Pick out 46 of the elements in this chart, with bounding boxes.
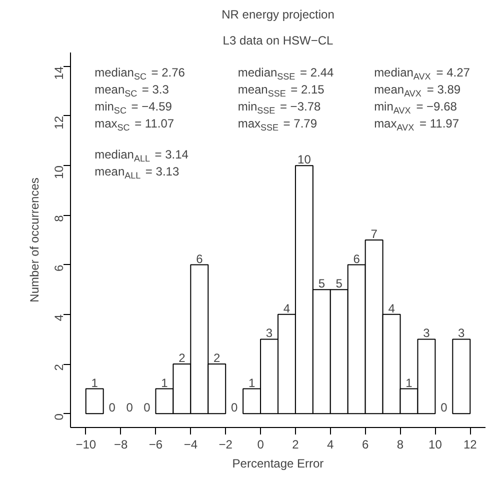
y-tick-label: 10	[52, 165, 66, 179]
data-label: 0	[144, 400, 151, 415]
data-label: 4	[283, 301, 290, 316]
data-label: 5	[318, 276, 326, 291]
data-label: 1	[406, 376, 413, 390]
data-label: 3	[266, 326, 273, 340]
x-tick-label: 6	[362, 438, 369, 452]
data-label: 1	[91, 376, 98, 390]
y-tick-label: 4	[52, 314, 66, 322]
data-label: 1	[248, 376, 256, 390]
data-label: 0	[440, 400, 448, 415]
data-label: 0	[126, 400, 134, 415]
y-tick-label: 6	[52, 264, 66, 272]
x-tick-label: 8	[396, 438, 404, 452]
data-label: 10	[298, 152, 312, 167]
x-tick-label: −4	[184, 438, 198, 452]
x-tick-label: −10	[76, 438, 96, 452]
x-axis-title: Percentage Error	[232, 456, 324, 470]
data-label: 6	[353, 252, 360, 266]
x-tick-label: −2	[218, 438, 233, 452]
y-tick-label: 12	[52, 116, 66, 130]
y-tick-label: 8	[52, 214, 66, 222]
data-label: 7	[370, 227, 378, 241]
x-tick-label: −8	[114, 438, 128, 452]
y-tick-label: 0	[52, 413, 66, 420]
chart-subtitle: L3 data on HSW−CL	[222, 34, 334, 48]
data-label: 4	[388, 301, 396, 316]
data-label: 0	[108, 400, 116, 415]
y-tick-label: 2	[52, 364, 66, 371]
x-tick-label: 0	[257, 438, 264, 452]
data-label: 2	[178, 351, 186, 366]
y-tick-label: 14	[52, 66, 66, 80]
x-tick-label: 12	[463, 438, 478, 452]
data-label: 5	[336, 276, 343, 291]
data-label: 0	[230, 400, 238, 415]
x-tick-label: −6	[148, 438, 163, 452]
x-tick-label: 2	[292, 438, 300, 452]
data-label: 3	[458, 326, 466, 340]
data-label: 6	[196, 252, 204, 266]
x-tick-label: 10	[428, 438, 442, 452]
x-tick-label: 4	[327, 438, 334, 452]
chart-title: NR energy projection	[222, 8, 334, 22]
data-label: 2	[214, 351, 221, 366]
data-label: 3	[423, 326, 430, 340]
data-label: 1	[161, 376, 168, 390]
y-axis-title: Number of occurrences	[28, 178, 42, 302]
